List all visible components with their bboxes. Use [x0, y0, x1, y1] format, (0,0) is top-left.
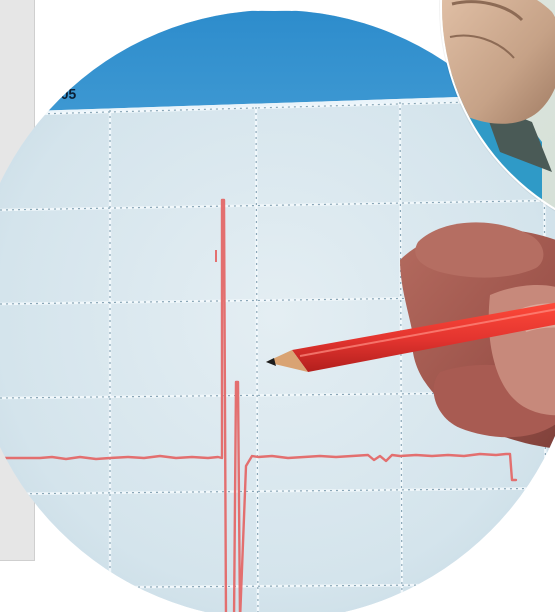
screen-header-line-2: -3-2005 — [27, 85, 77, 103]
pencil-lead-tip — [266, 358, 276, 366]
inset-photo-circle — [440, 0, 555, 244]
header-band — [0, 10, 555, 113]
pencil — [266, 302, 555, 372]
ecg-photo-circle: ne 1 -3-2005 — [0, 10, 555, 612]
screen-header-line-1: ne 1 — [47, 55, 77, 73]
pencil-highlight — [299, 308, 555, 357]
inset-hand — [442, 0, 555, 124]
inset-knuckle-line — [451, 0, 524, 22]
signal-trace — [0, 198, 518, 612]
pencil-body — [292, 302, 555, 372]
pencil-wood-tip — [266, 350, 308, 372]
inset-finger-crease — [449, 34, 515, 59]
grid-dotted-lines — [0, 98, 555, 612]
inset-photo-scene — [442, 0, 555, 242]
